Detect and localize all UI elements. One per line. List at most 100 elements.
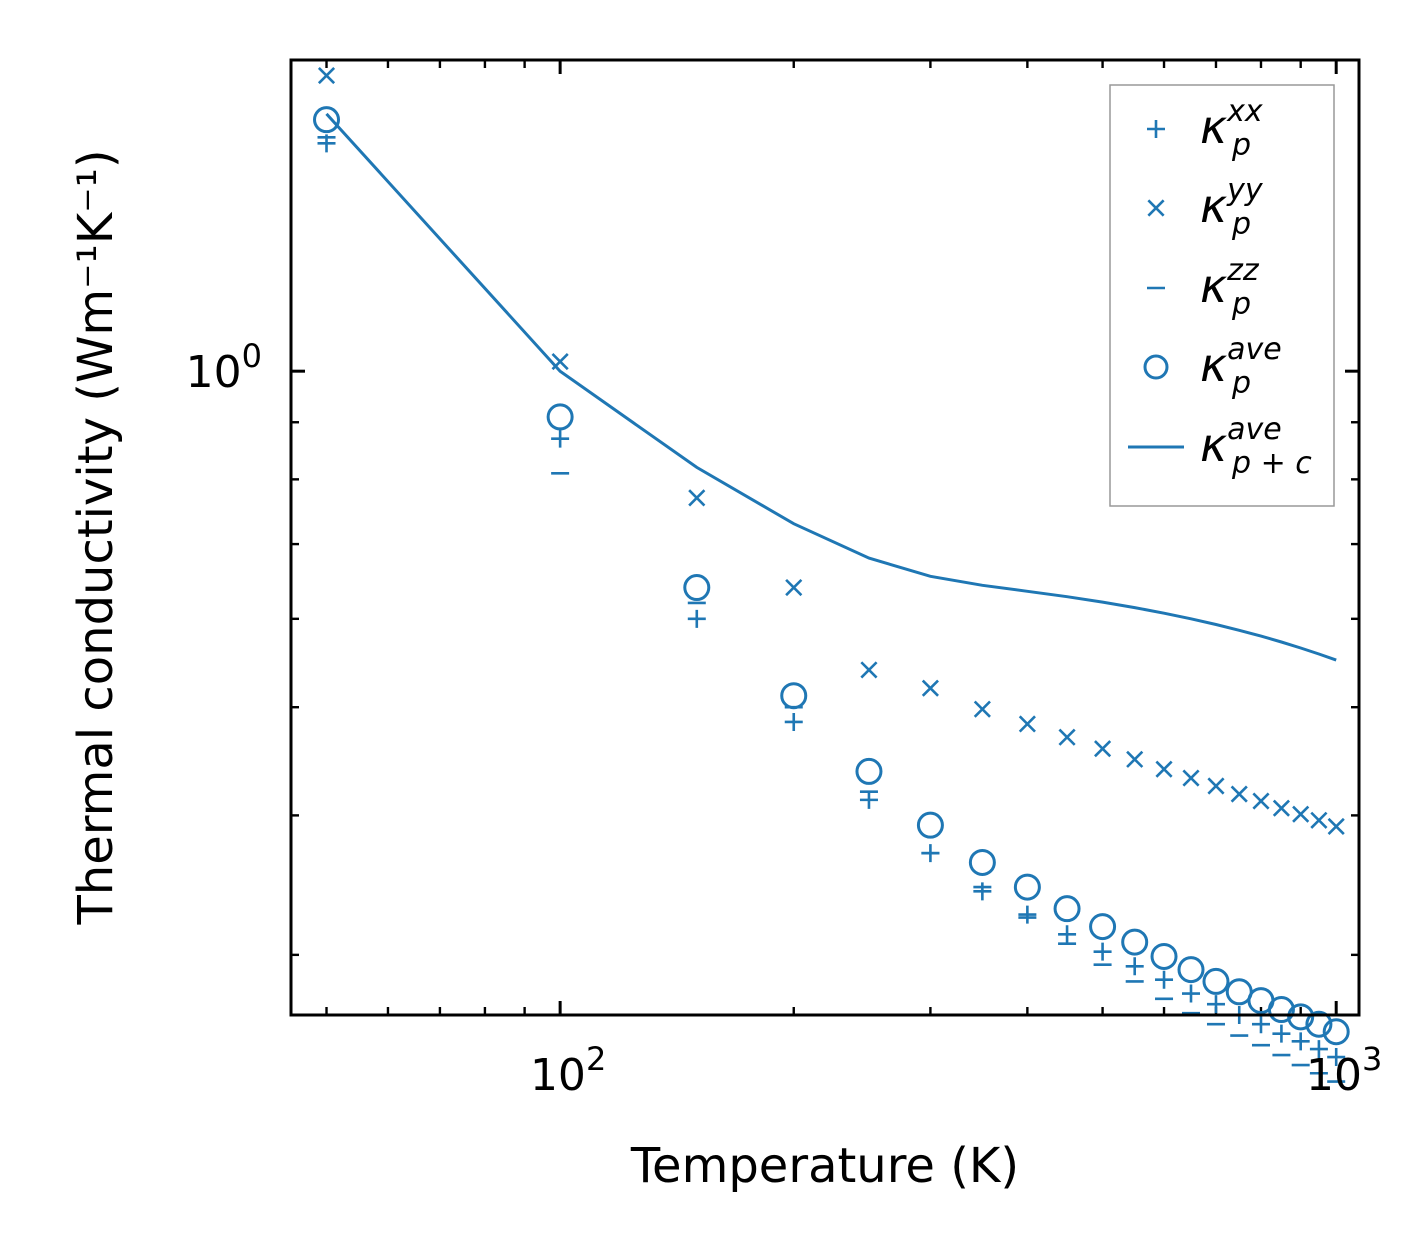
legend-marker-circle [1143, 354, 1169, 380]
data-point-circle [1121, 928, 1149, 956]
data-point-x [921, 679, 939, 697]
x-tick-labels: 102 103 [530, 1040, 1382, 1101]
legend-label: κxx p [1200, 94, 1263, 163]
data-point-circle [1150, 942, 1178, 970]
legend-label-sup: ave [1227, 332, 1282, 367]
legend-label: κave p + c [1200, 412, 1312, 481]
x-tick-label-exponent: 2 [586, 1040, 606, 1078]
data-point-x [785, 578, 803, 597]
data-point-plus [1327, 1048, 1346, 1067]
data-point-plus [551, 429, 570, 448]
y-tick-labels: 100 [186, 337, 262, 398]
data-point-circle [683, 574, 711, 602]
data-point-plus [1018, 905, 1037, 924]
legend-label-sub: p [1231, 128, 1251, 163]
data-point-x [1094, 740, 1112, 758]
plot-frame [289, 58, 1361, 1017]
data-point-x [1230, 785, 1248, 803]
data-point-circle [855, 757, 883, 785]
legend-label-sub: p + c [1231, 446, 1312, 481]
data-point-circle [1013, 873, 1041, 901]
data-point-plus [1182, 984, 1200, 1003]
data-point-x [688, 489, 706, 507]
legend-label-base: κ [1200, 179, 1227, 233]
x-tick-label-exponent: 3 [1362, 1040, 1382, 1078]
data-point-circle [313, 106, 341, 134]
legend-label-base: κ [1200, 100, 1227, 154]
data-point-plus [1058, 925, 1077, 944]
data-point-circle [1305, 1010, 1333, 1038]
data-point-x [1272, 799, 1290, 817]
data-point-x [973, 700, 991, 718]
data-point-x [1292, 805, 1310, 823]
legend-label-sup: yy [1226, 173, 1264, 208]
data-point-plus [973, 882, 992, 901]
data-point-x [1155, 760, 1173, 778]
data-point-circle [916, 811, 944, 839]
data-point-x [317, 66, 336, 85]
data-point-plus [1309, 1040, 1328, 1059]
legend-entry: κxx p [1147, 94, 1263, 163]
data-point-plus [1093, 942, 1112, 961]
series-line [325, 112, 1337, 662]
data-point-x [1310, 811, 1328, 829]
data-point-circle [1267, 996, 1295, 1024]
data-point-x [1252, 792, 1270, 810]
data-point-circle [1202, 967, 1230, 995]
data-point-plus [1125, 957, 1144, 976]
legend-label-base: κ [1200, 338, 1227, 392]
y-tick-label: 100 [186, 337, 262, 398]
plot-area [313, 66, 1350, 1083]
legend-label-base: κ [1200, 418, 1227, 472]
legend-marker-x [1147, 199, 1165, 217]
data-point-plus [1251, 1015, 1270, 1034]
series-kappa-p-ave [313, 106, 1350, 1046]
legend-label-sup: xx [1226, 94, 1263, 129]
x-tick-label-base: 10 [530, 1050, 586, 1101]
series-kappa-p-c-ave [325, 112, 1337, 662]
series-kappa-p-yy [317, 66, 1345, 835]
data-point-x [860, 661, 878, 679]
data-point-x [1018, 715, 1036, 733]
data-point-x [1327, 817, 1345, 835]
legend-label: κzz p [1200, 253, 1260, 322]
data-point-x [1207, 777, 1225, 795]
data-point-circle [546, 403, 574, 431]
data-point-circle [1287, 1003, 1315, 1031]
y-tick-label-base: 10 [186, 347, 242, 398]
data-point-circle [968, 848, 996, 876]
legend-label-sup: ave [1227, 412, 1282, 447]
data-point-circle [780, 682, 808, 710]
legend-entry: κave p + c [1128, 412, 1312, 481]
legend-label-base: κ [1200, 259, 1227, 313]
legend-entry: κzz p [1147, 253, 1260, 322]
data-point-circle [1177, 956, 1205, 984]
y-axis-label: Thermal conductivity (Wm⁻¹K⁻¹) [68, 149, 124, 925]
x-tick-label: 103 [1306, 1040, 1382, 1101]
x-axis-label: Temperature (K) [630, 1138, 1019, 1194]
legend-marker-plus [1147, 120, 1165, 138]
legend-entry: κyy p [1147, 173, 1264, 242]
x-tick-label: 102 [530, 1040, 606, 1101]
legend-label-sub: p [1231, 287, 1251, 322]
data-point-circle [1089, 913, 1117, 941]
data-point-plus [1206, 995, 1225, 1014]
x-tick-label-base: 10 [1306, 1050, 1362, 1101]
data-point-plus [1272, 1024, 1291, 1043]
legend-label-sup: zz [1226, 253, 1260, 288]
data-point-plus [784, 712, 803, 731]
data-point-plus [1291, 1032, 1310, 1051]
data-point-circle [1322, 1018, 1350, 1046]
legend-label-sub: p [1231, 366, 1251, 401]
series-kappa-p-xx [317, 134, 1346, 1067]
legend-label: κyy p [1200, 173, 1264, 242]
legend-label-sub: p [1231, 207, 1251, 242]
data-point-x [1126, 750, 1144, 768]
y-tick-label-exponent: 0 [242, 337, 262, 375]
data-point-circle [1053, 895, 1081, 923]
data-point-plus [687, 609, 706, 628]
legend-box [1109, 84, 1335, 507]
data-point-plus [1155, 970, 1174, 989]
